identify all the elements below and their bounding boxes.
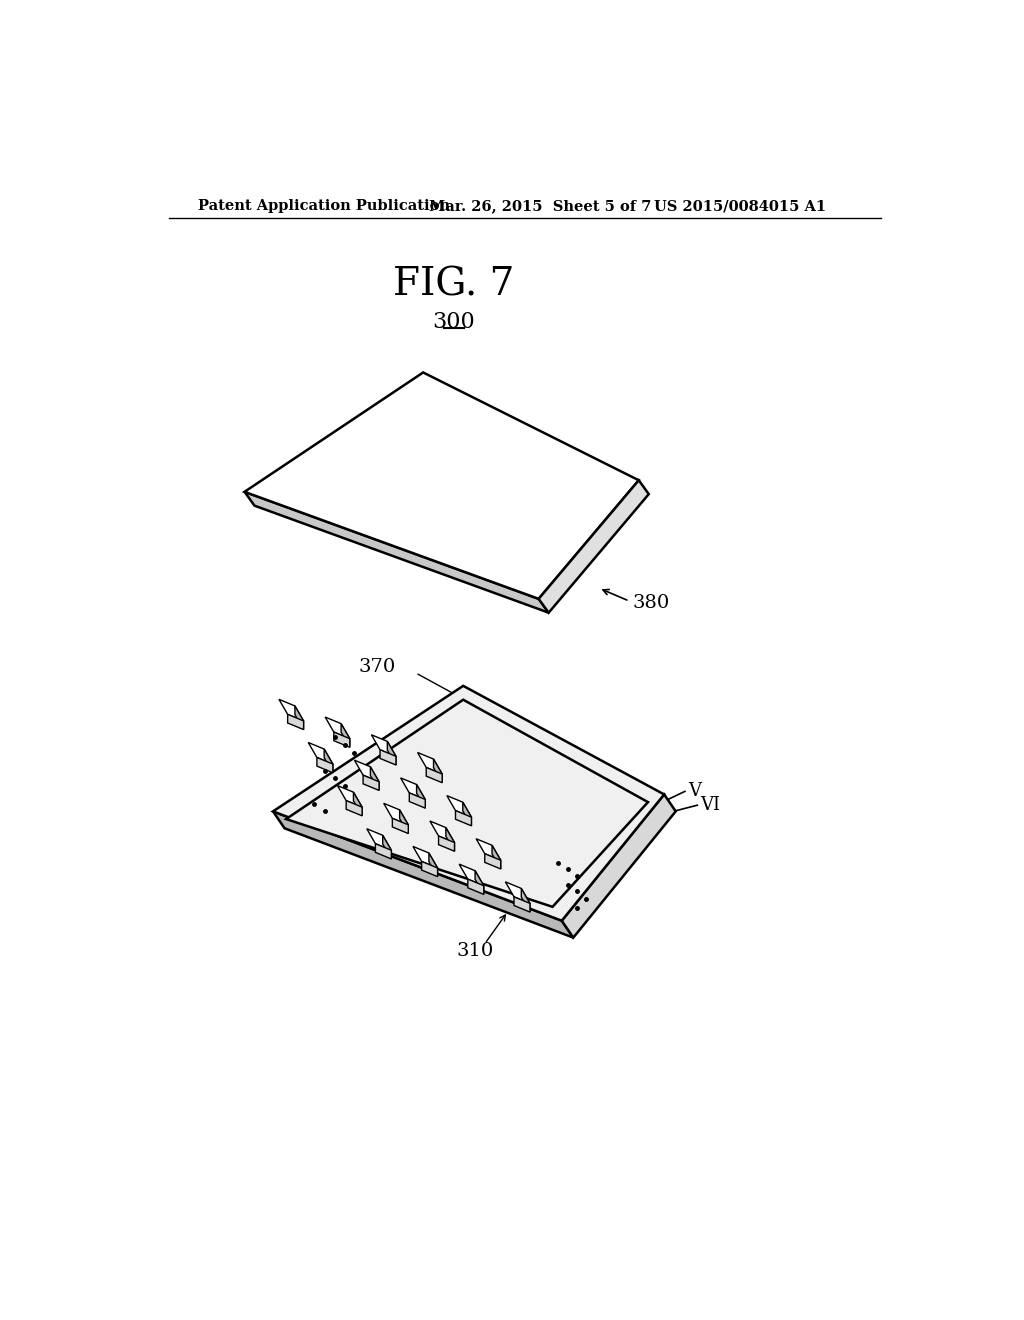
Polygon shape [245,492,549,612]
Polygon shape [514,896,530,912]
Polygon shape [364,775,379,791]
Polygon shape [459,865,483,886]
Polygon shape [326,717,350,739]
Polygon shape [334,733,350,747]
Polygon shape [288,714,303,730]
Polygon shape [338,785,362,807]
Polygon shape [493,845,501,869]
Polygon shape [418,752,442,774]
Polygon shape [245,372,639,599]
Polygon shape [273,812,573,937]
Polygon shape [295,706,303,730]
Polygon shape [316,758,333,772]
Polygon shape [399,810,409,833]
Polygon shape [521,888,530,912]
Polygon shape [413,846,437,869]
Text: 300: 300 [432,310,475,333]
Text: US 2015/0084015 A1: US 2015/0084015 A1 [654,199,826,213]
Polygon shape [372,735,396,756]
Polygon shape [429,853,437,876]
Text: 380: 380 [633,594,670,612]
Polygon shape [433,759,442,783]
Polygon shape [371,767,379,791]
Polygon shape [383,836,391,859]
Polygon shape [392,818,409,833]
Text: FIG. 7: FIG. 7 [393,267,515,304]
Text: V: V [688,783,701,800]
Polygon shape [325,748,333,772]
Polygon shape [410,793,425,808]
Polygon shape [468,879,483,895]
Polygon shape [539,480,649,612]
Polygon shape [341,723,350,747]
Polygon shape [475,871,483,895]
Polygon shape [438,836,455,851]
Polygon shape [400,777,425,800]
Text: Mar. 26, 2015  Sheet 5 of 7: Mar. 26, 2015 Sheet 5 of 7 [429,199,651,213]
Polygon shape [426,767,442,783]
Polygon shape [417,784,425,808]
Polygon shape [562,795,676,937]
Polygon shape [387,742,396,766]
Polygon shape [346,800,362,816]
Polygon shape [506,882,530,903]
Polygon shape [279,700,303,721]
Polygon shape [273,686,665,921]
Text: Patent Application Publication: Patent Application Publication [199,199,451,213]
Text: 370: 370 [359,657,396,676]
Polygon shape [484,854,501,869]
Polygon shape [380,750,396,766]
Polygon shape [308,742,333,764]
Polygon shape [430,821,455,842]
Polygon shape [463,803,471,826]
Polygon shape [446,796,471,817]
Polygon shape [286,700,648,907]
Polygon shape [445,828,455,851]
Text: 310: 310 [457,942,495,961]
Polygon shape [456,810,471,826]
Polygon shape [384,804,409,825]
Polygon shape [367,829,391,850]
Polygon shape [354,760,379,781]
Polygon shape [422,862,437,876]
Polygon shape [476,838,501,861]
Polygon shape [376,843,391,859]
Polygon shape [353,792,362,816]
Text: VI: VI [700,796,720,814]
